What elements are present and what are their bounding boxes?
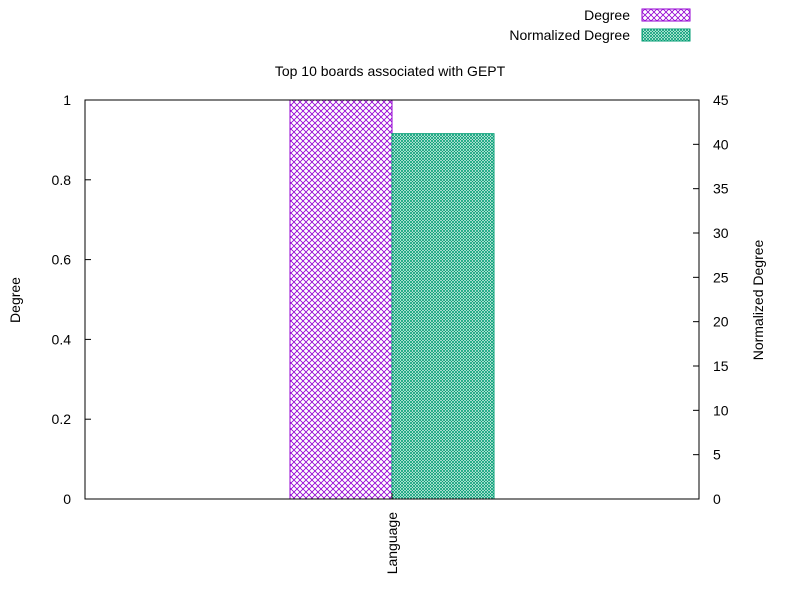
- y2-tick-label: 15: [713, 358, 729, 374]
- y-tick-label: 0.4: [52, 331, 72, 347]
- y2-tick-label: 10: [713, 402, 729, 418]
- x-tick-label: Language: [384, 512, 400, 575]
- y2-tick-label: 30: [713, 225, 729, 241]
- bar-normalized-degree-language: [391, 133, 495, 500]
- y-tick-label: 1: [63, 92, 71, 108]
- bars: [289, 99, 495, 500]
- y2-tick-label: 35: [713, 181, 729, 197]
- y2-tick-label: 25: [713, 269, 729, 285]
- y-tick-label: 0.6: [52, 252, 72, 268]
- y2-axis-label: Normalized Degree: [750, 239, 766, 360]
- right-axis: 0 5 10 15 20 25 30 35 40 45: [693, 92, 729, 507]
- legend-label-degree: Degree: [584, 7, 630, 23]
- legend-swatch-degree: [641, 8, 691, 22]
- left-axis: 0 0.2 0.4 0.6 0.8 1: [52, 92, 91, 507]
- chart-title: Top 10 boards associated with GEPT: [275, 63, 506, 79]
- legend: Degree Normalized Degree: [509, 7, 691, 43]
- y-tick-label: 0.2: [52, 411, 72, 427]
- y2-tick-label: 45: [713, 92, 729, 108]
- bar-degree-language: [289, 99, 393, 500]
- y2-tick-label: 40: [713, 136, 729, 152]
- y-tick-label: 0.8: [52, 172, 72, 188]
- legend-swatch-normalized-degree: [641, 28, 691, 42]
- y2-tick-label: 0: [713, 491, 721, 507]
- y-axis-label: Degree: [7, 277, 23, 323]
- y2-tick-label: 20: [713, 314, 729, 330]
- x-axis: Language: [384, 493, 400, 574]
- y-tick-label: 0: [63, 491, 71, 507]
- y2-tick-label: 5: [713, 447, 721, 463]
- legend-label-normalized-degree: Normalized Degree: [509, 27, 630, 43]
